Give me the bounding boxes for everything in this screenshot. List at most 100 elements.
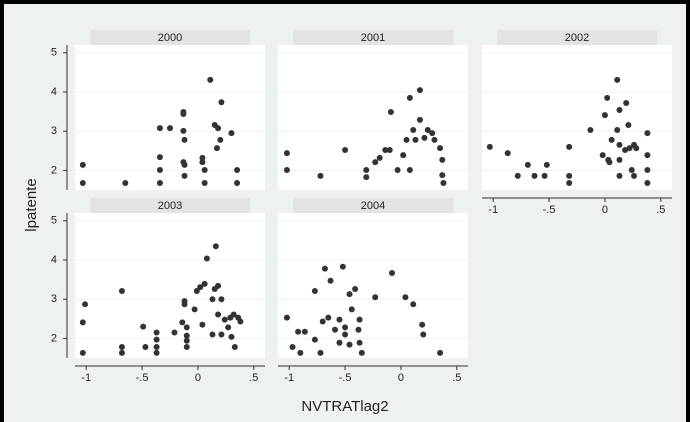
point	[348, 306, 355, 313]
point	[614, 76, 621, 83]
panel-header	[293, 30, 453, 45]
point	[332, 326, 338, 333]
y-tick-label: 2	[51, 332, 57, 344]
point	[356, 316, 363, 323]
point	[230, 311, 237, 318]
point	[225, 324, 232, 331]
y-tick-label: 4	[51, 86, 57, 98]
y-tick-label: 5	[51, 47, 57, 59]
point	[218, 296, 225, 303]
y-tick-label: 3	[51, 125, 57, 137]
panel-title: 2004	[361, 200, 385, 212]
point	[234, 167, 241, 174]
point	[355, 326, 362, 333]
point	[181, 172, 188, 179]
y-tick-label: 2	[51, 164, 57, 176]
point	[599, 152, 606, 159]
point	[283, 314, 290, 321]
point	[122, 179, 129, 186]
panel-title: 2001	[361, 32, 385, 44]
point	[199, 159, 206, 166]
point	[201, 167, 208, 174]
point	[183, 332, 190, 339]
point	[346, 341, 353, 348]
point	[199, 154, 206, 161]
point	[566, 143, 573, 150]
point	[402, 294, 409, 301]
point	[336, 339, 343, 346]
x-tick-label: -1	[81, 372, 91, 384]
point	[431, 136, 438, 143]
point	[217, 136, 224, 143]
point	[171, 329, 178, 336]
point	[439, 172, 446, 179]
point	[319, 318, 326, 325]
point	[118, 344, 125, 351]
point	[180, 110, 187, 117]
point	[339, 263, 346, 270]
point	[644, 179, 651, 186]
point	[209, 331, 216, 338]
point	[153, 336, 160, 343]
point	[644, 130, 651, 137]
point	[616, 107, 623, 114]
point	[587, 127, 594, 134]
point	[215, 282, 222, 289]
x-tick-label: -.5	[339, 372, 352, 384]
point	[183, 344, 190, 351]
point	[311, 336, 318, 343]
point	[440, 179, 447, 186]
point	[412, 136, 419, 143]
point	[352, 286, 359, 293]
point	[541, 172, 548, 179]
point	[179, 319, 186, 326]
x-axis-label: NVTRATlag2	[301, 398, 388, 415]
point	[410, 301, 417, 308]
point	[376, 154, 383, 161]
point	[153, 344, 160, 351]
point	[212, 243, 219, 250]
point	[317, 172, 324, 179]
point	[228, 333, 235, 340]
point	[156, 125, 163, 132]
point	[406, 167, 413, 174]
point	[382, 147, 389, 154]
panel	[278, 45, 468, 190]
point	[623, 100, 630, 106]
point	[416, 116, 423, 123]
point	[183, 324, 190, 331]
x-tick-label: -1	[284, 372, 294, 384]
x-tick-label: 0	[195, 372, 201, 384]
point	[421, 134, 428, 141]
panel-header	[90, 30, 250, 45]
panel-header	[90, 198, 250, 213]
point	[566, 172, 573, 179]
panel-header	[293, 198, 453, 213]
point	[644, 152, 651, 159]
point	[625, 121, 632, 128]
point	[504, 150, 511, 157]
point	[543, 161, 550, 168]
point	[325, 314, 332, 321]
point	[386, 147, 393, 154]
y-tick-label: 5	[51, 215, 57, 227]
x-tick-label: -.5	[136, 372, 149, 384]
point	[356, 339, 363, 346]
point	[406, 94, 413, 101]
point	[628, 167, 635, 174]
y-tick-label: 3	[51, 293, 57, 305]
point	[301, 328, 308, 335]
point	[429, 130, 436, 137]
panel	[278, 213, 468, 358]
point	[297, 349, 304, 356]
x-tick-label: -1	[488, 204, 498, 216]
point	[363, 167, 370, 174]
point	[167, 125, 173, 132]
point	[221, 316, 228, 323]
panel	[75, 45, 265, 190]
point	[342, 331, 349, 338]
point	[616, 141, 623, 148]
point	[237, 318, 244, 325]
panel	[75, 213, 265, 358]
